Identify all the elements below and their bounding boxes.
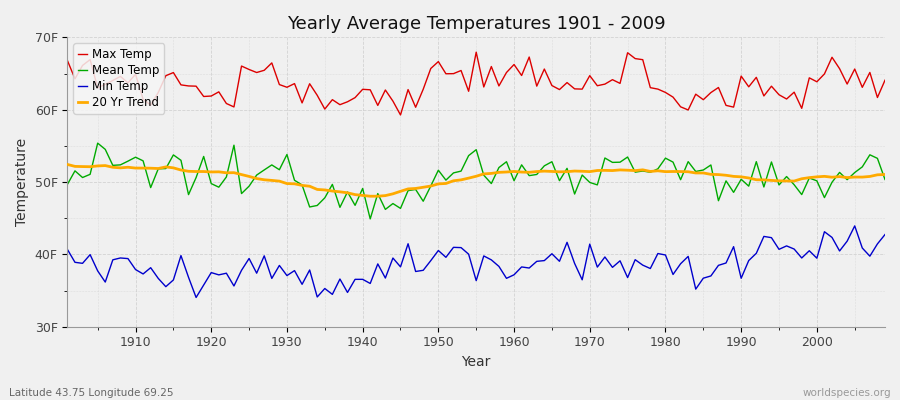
- Mean Temp: [524, 173, 535, 178]
- Text: Latitude 43.75 Longitude 69.25: Latitude 43.75 Longitude 69.25: [9, 388, 174, 398]
- Max Temp: [517, 73, 527, 78]
- Min Temp: [342, 290, 353, 295]
- Min Temp: [879, 232, 890, 237]
- Line: Mean Temp: Mean Temp: [68, 143, 885, 219]
- Mean Temp: [517, 162, 527, 167]
- Max Temp: [471, 50, 482, 54]
- Min Temp: [297, 282, 308, 287]
- Min Temp: [122, 256, 133, 261]
- Mean Temp: [342, 190, 353, 194]
- Max Temp: [395, 112, 406, 117]
- X-axis label: Year: Year: [462, 355, 490, 369]
- Mean Temp: [879, 177, 890, 182]
- Mean Temp: [130, 155, 141, 160]
- Line: Max Temp: Max Temp: [68, 52, 885, 115]
- Legend: Max Temp, Mean Temp, Min Temp, 20 Yr Trend: Max Temp, Mean Temp, Min Temp, 20 Yr Tre…: [73, 43, 165, 114]
- Mean Temp: [615, 160, 626, 164]
- Max Temp: [335, 102, 346, 107]
- Y-axis label: Temperature: Temperature: [15, 138, 29, 226]
- Max Temp: [879, 78, 890, 83]
- Min Temp: [850, 224, 860, 228]
- Max Temp: [524, 55, 535, 60]
- 20 Yr Trend: [289, 182, 300, 186]
- 20 Yr Trend: [122, 165, 133, 170]
- Max Temp: [62, 58, 73, 63]
- Line: 20 Yr Trend: 20 Yr Trend: [68, 164, 885, 196]
- Mean Temp: [297, 182, 308, 187]
- 20 Yr Trend: [364, 194, 375, 199]
- Line: Min Temp: Min Temp: [68, 226, 885, 298]
- Max Temp: [289, 81, 300, 86]
- Min Temp: [517, 264, 527, 269]
- Text: worldspecies.org: worldspecies.org: [803, 388, 891, 398]
- 20 Yr Trend: [62, 162, 73, 167]
- 20 Yr Trend: [608, 168, 618, 173]
- Title: Yearly Average Temperatures 1901 - 2009: Yearly Average Temperatures 1901 - 2009: [287, 15, 665, 33]
- Max Temp: [615, 81, 626, 86]
- 20 Yr Trend: [335, 190, 346, 194]
- 20 Yr Trend: [517, 170, 527, 174]
- 20 Yr Trend: [879, 172, 890, 177]
- Max Temp: [122, 80, 133, 85]
- 20 Yr Trend: [508, 169, 519, 174]
- Min Temp: [62, 247, 73, 252]
- Min Temp: [191, 295, 202, 300]
- Min Temp: [508, 272, 519, 277]
- Mean Temp: [364, 216, 375, 221]
- Mean Temp: [62, 182, 73, 187]
- Min Temp: [608, 265, 618, 270]
- Mean Temp: [93, 141, 104, 146]
